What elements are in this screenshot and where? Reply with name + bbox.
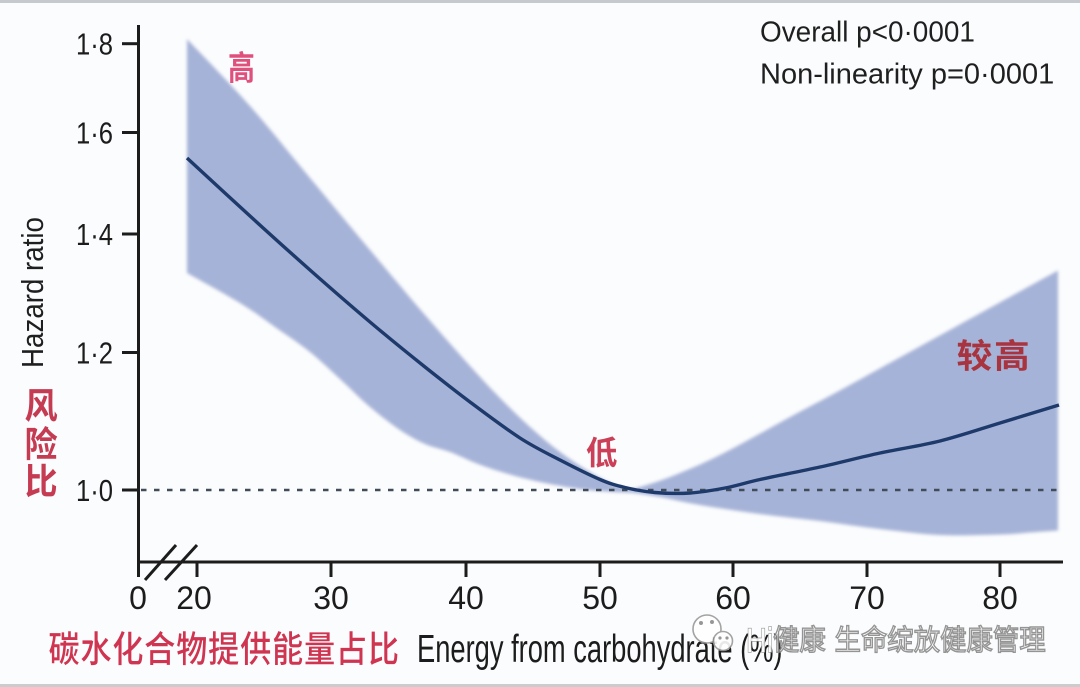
svg-text:1·2: 1·2 (76, 336, 113, 371)
svg-text:30: 30 (313, 580, 349, 616)
svg-text:80: 80 (982, 580, 1018, 616)
svg-text:1·0: 1·0 (76, 474, 113, 509)
svg-text:60: 60 (715, 580, 751, 616)
svg-text:1·8: 1·8 (76, 27, 113, 62)
svg-text:20: 20 (176, 580, 212, 616)
svg-text:70: 70 (849, 580, 885, 616)
svg-text:50: 50 (582, 580, 618, 616)
svg-text:0: 0 (129, 580, 147, 616)
svg-text:1·6: 1·6 (76, 116, 113, 151)
svg-text:Non-linearity p=0·0001: Non-linearity p=0·0001 (760, 59, 1054, 91)
svg-text:1·4: 1·4 (76, 218, 113, 253)
svg-text:Overall p<0·0001: Overall p<0·0001 (760, 16, 975, 49)
svg-text:Hi: Hi (746, 621, 773, 660)
svg-text:40: 40 (448, 580, 484, 616)
svg-text:Hazard ratio: Hazard ratio (16, 217, 51, 368)
